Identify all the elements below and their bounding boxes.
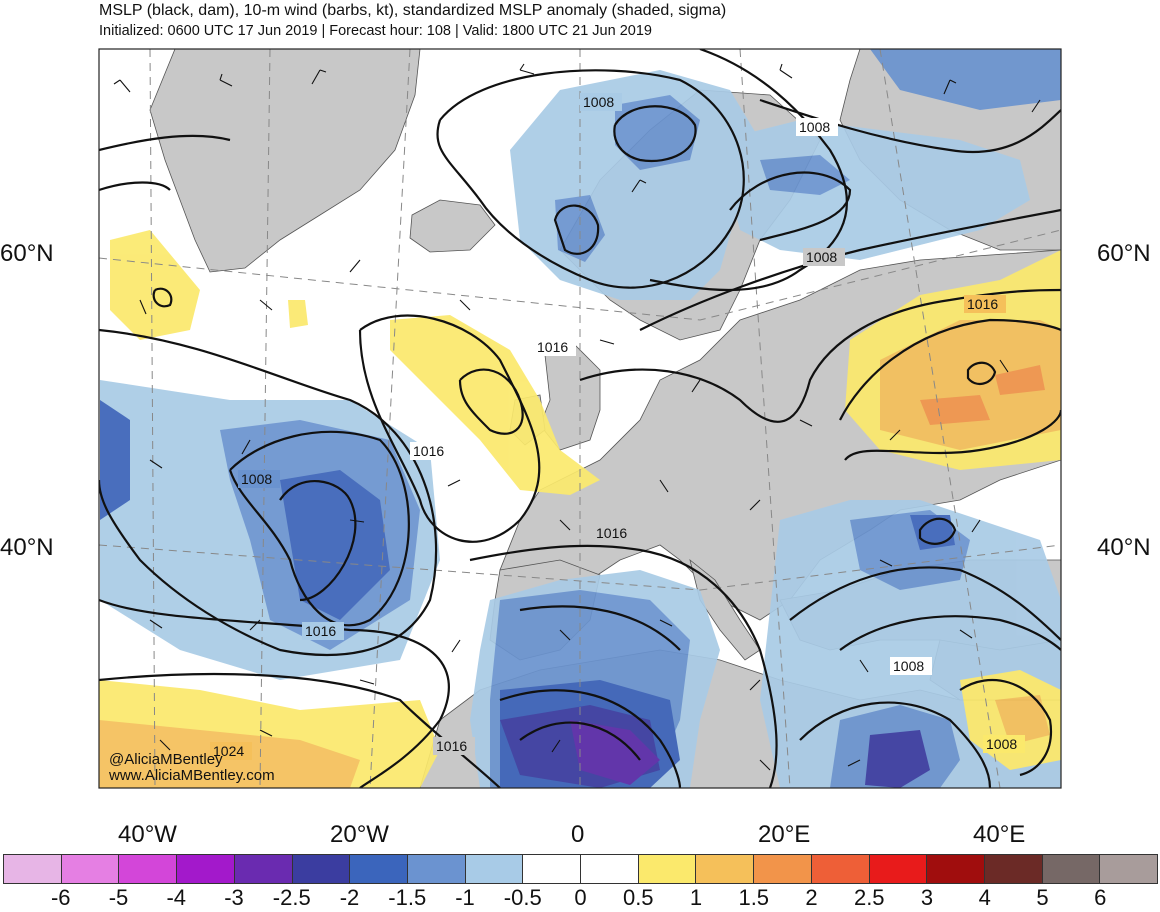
british-isles (539, 344, 601, 451)
contour-label: 1008 (806, 249, 837, 265)
iceland (409, 199, 496, 253)
colorbar-tick-label: -3 (224, 885, 244, 910)
contour-label: 1016 (436, 738, 467, 754)
greenland (149, 49, 421, 273)
colorbar-swatch (927, 855, 985, 883)
lon-label-40w: 40°W (118, 821, 177, 848)
colorbar-swatch (1100, 855, 1158, 883)
colorbar-tick-label: 1.5 (738, 885, 770, 910)
wind-barbs (113, 63, 1041, 771)
contour-label: 1016 (596, 525, 627, 541)
colorbar-tick-label: 2.5 (853, 885, 885, 910)
colorbar-tick-label: -2 (339, 885, 360, 910)
colorbar-tick-label: 6 (1094, 885, 1107, 910)
colorbar-tick-label: -5 (108, 885, 129, 910)
contour-label: 1008 (986, 736, 1017, 752)
colorbar-swatch (177, 855, 235, 883)
colorbar-tick-label: -1.5 (388, 885, 427, 910)
lat-label-40n-left: 40°N (0, 534, 54, 561)
lon-label-20w: 20°W (330, 821, 389, 848)
contour-label: 1016 (413, 443, 444, 459)
colorbar-swatch (869, 855, 928, 883)
mslp-isobars (99, 49, 1061, 788)
colorbar-tick-label: -1 (455, 885, 475, 910)
colorbar-swatch (1042, 855, 1101, 883)
chart-subtitle: Initialized: 0600 UTC 17 Jun 2019 | Fore… (99, 23, 652, 39)
contour-label: 1008 (241, 471, 272, 487)
colorbar-tick-label: 3 (920, 885, 934, 910)
contour-label: 1008 (893, 658, 924, 674)
lon-label-20e: 20°E (758, 821, 811, 848)
colorbar-swatch (811, 855, 870, 883)
anomaly-shading (99, 49, 1061, 788)
colorbar-swatch (292, 855, 351, 883)
contour-label: 1016 (537, 339, 568, 355)
colorbar-swatch (638, 855, 697, 883)
colorbar-tick-label: -4 (166, 885, 187, 910)
contour-label: 1016 (305, 623, 336, 639)
colorbar-swatch (754, 855, 812, 883)
lat-label-60n-left: 60°N (0, 240, 54, 267)
lat-label-40n-right: 40°N (1097, 534, 1151, 561)
contour-label: 1008 (799, 119, 830, 135)
colorbar-tick-label: 0 (574, 885, 587, 910)
colorbar-swatch (234, 855, 293, 883)
map-frame (98, 48, 1062, 789)
colorbar-swatch (4, 855, 62, 883)
colorbar-tick-label: 0.5 (622, 885, 654, 910)
contour-label: 1016 (967, 296, 998, 312)
colorbar-tick-label: -0.5 (503, 885, 542, 910)
contour-label: 1008 (583, 94, 614, 110)
contour-labels: 1008 1008 1008 1016 1016 1008 1016 1016 … (210, 93, 1025, 760)
colorbar-tick-label: 2 (805, 885, 818, 910)
colorbar-swatch (523, 855, 582, 883)
colorbar-tick-label: 4 (978, 885, 991, 910)
credit-handle: @AliciaMBentley (109, 751, 223, 768)
chart-title: MSLP (black, dam), 10-m wind (barbs, kt)… (99, 2, 727, 19)
colorbar-swatch (350, 855, 408, 883)
colorbar-swatch (581, 855, 639, 883)
credit-site: www.AliciaMBentley.com (109, 767, 275, 784)
colorbar-tick-label: -6 (50, 885, 71, 910)
colorbar-tick-label: 5 (1036, 885, 1049, 910)
colorbar (3, 854, 1158, 884)
graticule (99, 49, 1061, 788)
lon-label-40e: 40°E (973, 821, 1026, 848)
colorbar-swatch (407, 855, 466, 883)
lat-label-60n-right: 60°N (1097, 240, 1151, 267)
colorbar-swatch (61, 855, 120, 883)
colorbar-swatch (465, 855, 524, 883)
lon-label-0: 0 (571, 821, 585, 848)
colorbar-swatch (696, 855, 755, 883)
colorbar-swatch (119, 855, 178, 883)
colorbar-tick-label: 1 (689, 885, 703, 910)
colorbar-swatch (984, 855, 1043, 883)
colorbar-tick-label: -2.5 (272, 885, 311, 910)
contour-label: 1024 (213, 743, 244, 759)
